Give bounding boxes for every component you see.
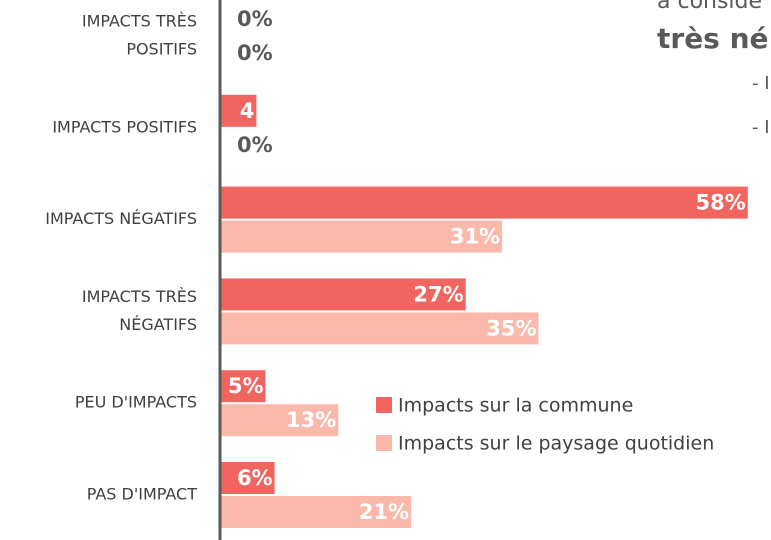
y-tick-label: IMPACTS NÉGATIFS (45, 209, 197, 228)
value-label: 0% (237, 7, 273, 31)
value-label: 0% (237, 41, 273, 65)
bar (220, 94, 257, 127)
annotation: a considé (657, 0, 762, 14)
value-label: 35% (486, 316, 536, 340)
value-label: 6% (237, 466, 273, 490)
y-tick-label: IMPACTS TRÈS (82, 12, 197, 31)
value-label: 4 (240, 99, 255, 123)
y-tick-label: NÉGATIFS (119, 315, 197, 334)
annotation: très né (657, 22, 769, 55)
legend-swatch (376, 397, 392, 413)
legend-label: Impacts sur le paysage quotidien (398, 433, 714, 455)
legend-label: Impacts sur la commune (398, 395, 633, 417)
y-tick-label: POSITIFS (126, 40, 197, 59)
value-label: 27% (413, 282, 463, 306)
bar (220, 370, 266, 403)
bar (220, 404, 339, 437)
legend-swatch (376, 435, 392, 451)
value-label: 21% (359, 500, 409, 524)
bar (220, 220, 503, 253)
bar (220, 278, 466, 311)
y-tick-label: PEU D'IMPACTS (75, 393, 197, 412)
y-tick-label: IMPACTS POSITIFS (52, 117, 197, 136)
bar (220, 462, 275, 494)
value-label: 5% (228, 374, 264, 398)
annotation: - I (752, 117, 770, 138)
bar (220, 312, 539, 345)
annotation: - I (752, 73, 770, 94)
y-tick-label: IMPACTS TRÈS (82, 287, 197, 306)
y-tick-label: PAS D'IMPACT (87, 485, 198, 504)
bar (220, 496, 412, 528)
value-label: 0% (237, 133, 273, 157)
value-label: 31% (450, 225, 500, 249)
value-label: 58% (696, 191, 746, 215)
value-label: 13% (286, 408, 336, 432)
bar (220, 186, 748, 219)
